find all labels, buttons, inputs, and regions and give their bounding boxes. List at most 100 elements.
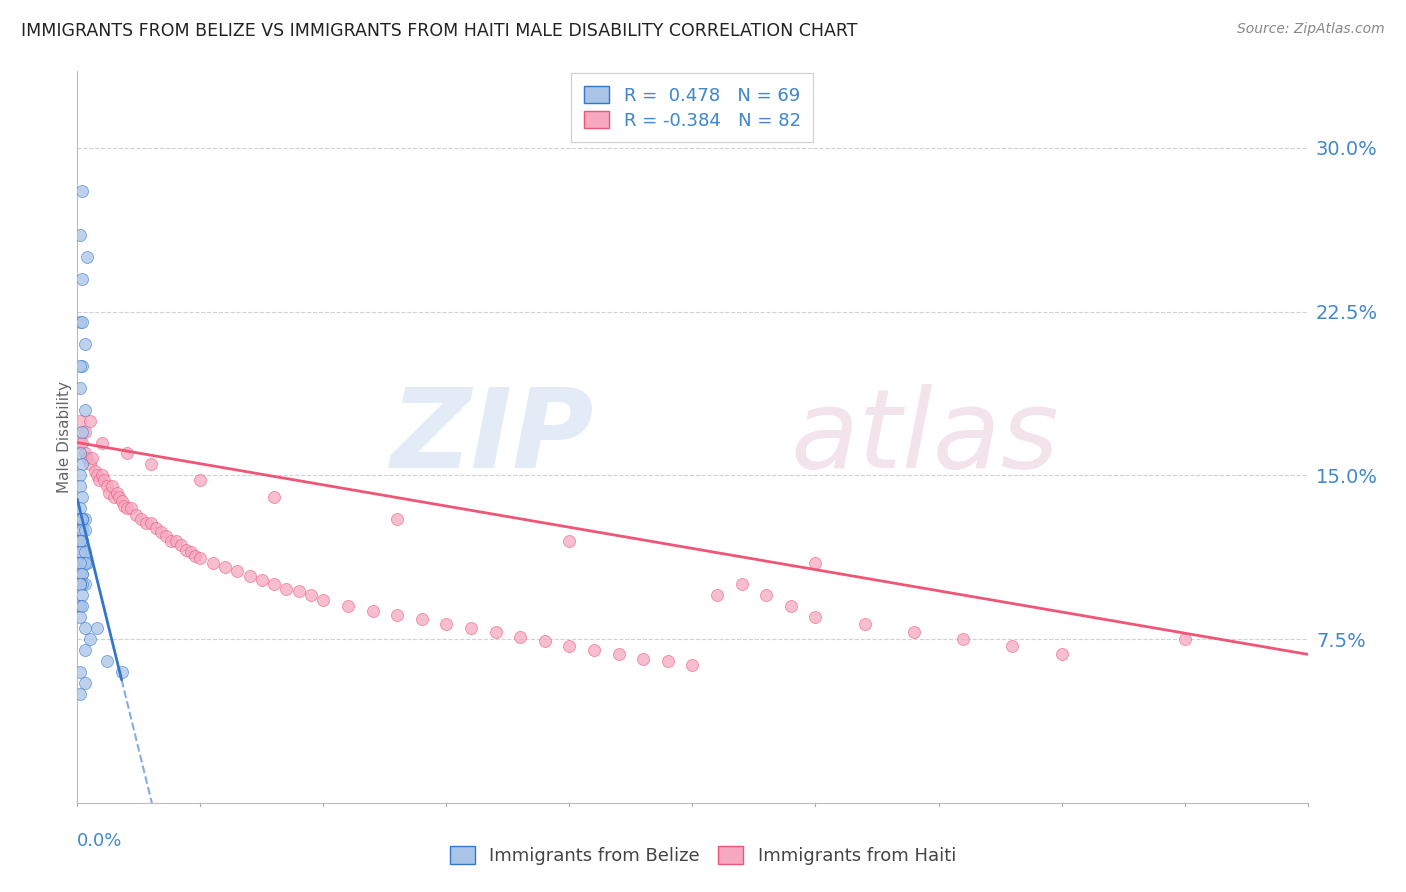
Point [69, 533, 91, 548]
Point [69, 414, 91, 428]
Point [150, 524, 173, 539]
Point [534, 634, 557, 648]
Point [69, 556, 91, 570]
Point [69, 468, 91, 483]
Point [105, 485, 128, 500]
Point [682, 658, 704, 673]
Point [70, 599, 93, 614]
Legend: Immigrants from Belize, Immigrants from Haiti: Immigrants from Belize, Immigrants from … [440, 838, 966, 874]
Point [73, 577, 96, 591]
Point [112, 499, 135, 513]
Point [361, 604, 384, 618]
Point [263, 577, 285, 591]
Point [804, 610, 827, 624]
Point [125, 508, 148, 522]
Point [250, 573, 273, 587]
Point [70, 545, 93, 559]
Point [79, 632, 101, 646]
Point [73, 675, 96, 690]
Point [188, 473, 212, 487]
Point [141, 516, 163, 531]
Point [70, 588, 93, 602]
Point [69, 523, 91, 537]
Point [93, 473, 115, 487]
Legend: R =  0.478   N = 69, R = -0.384   N = 82: R = 0.478 N = 69, R = -0.384 N = 82 [571, 73, 814, 143]
Point [69, 512, 91, 526]
Point [1174, 632, 1197, 646]
Point [90, 468, 114, 483]
Point [86, 468, 108, 483]
Point [337, 599, 360, 614]
Point [101, 479, 124, 493]
Point [69, 446, 91, 460]
Point [69, 566, 91, 581]
Y-axis label: Male Disability: Male Disability [56, 381, 72, 493]
Point [706, 588, 728, 602]
Point [485, 625, 508, 640]
Point [731, 577, 754, 591]
Point [69, 665, 91, 679]
Point [69, 479, 91, 493]
Point [73, 556, 96, 570]
Text: 0.0%: 0.0% [77, 832, 122, 850]
Point [69, 533, 91, 548]
Point [69, 599, 91, 614]
Point [188, 551, 212, 566]
Point [76, 250, 98, 264]
Point [70, 512, 93, 526]
Point [69, 599, 91, 614]
Point [436, 616, 458, 631]
Point [70, 512, 93, 526]
Point [69, 512, 91, 526]
Point [170, 538, 193, 552]
Point [509, 630, 531, 644]
Point [1001, 639, 1024, 653]
Point [69, 545, 91, 559]
Point [108, 490, 131, 504]
Point [135, 516, 157, 531]
Point [411, 612, 433, 626]
Point [111, 665, 132, 679]
Point [69, 577, 91, 591]
Point [98, 485, 121, 500]
Point [214, 560, 236, 574]
Point [70, 533, 93, 548]
Point [70, 512, 93, 526]
Point [73, 512, 96, 526]
Point [69, 556, 91, 570]
Point [288, 584, 311, 599]
Point [115, 446, 138, 460]
Point [657, 654, 679, 668]
Point [70, 566, 93, 581]
Point [70, 458, 93, 472]
Point [780, 599, 803, 614]
Point [69, 687, 91, 701]
Point [111, 494, 132, 508]
Point [69, 359, 91, 373]
Point [70, 523, 93, 537]
Point [70, 533, 93, 548]
Point [1050, 648, 1073, 662]
Point [141, 458, 163, 472]
Text: ZIP: ZIP [391, 384, 595, 491]
Point [69, 577, 91, 591]
Point [263, 490, 285, 504]
Point [460, 621, 482, 635]
Point [607, 648, 630, 662]
Point [558, 533, 581, 548]
Point [70, 435, 93, 450]
Point [89, 473, 111, 487]
Point [83, 464, 105, 478]
Point [312, 592, 335, 607]
Point [73, 337, 96, 351]
Point [633, 651, 655, 665]
Point [70, 556, 93, 570]
Point [70, 577, 93, 591]
Point [69, 523, 91, 537]
Point [73, 425, 96, 439]
Text: Source: ZipAtlas.com: Source: ZipAtlas.com [1237, 22, 1385, 37]
Point [165, 533, 187, 548]
Point [201, 556, 224, 570]
Point [69, 512, 91, 526]
Point [558, 639, 581, 653]
